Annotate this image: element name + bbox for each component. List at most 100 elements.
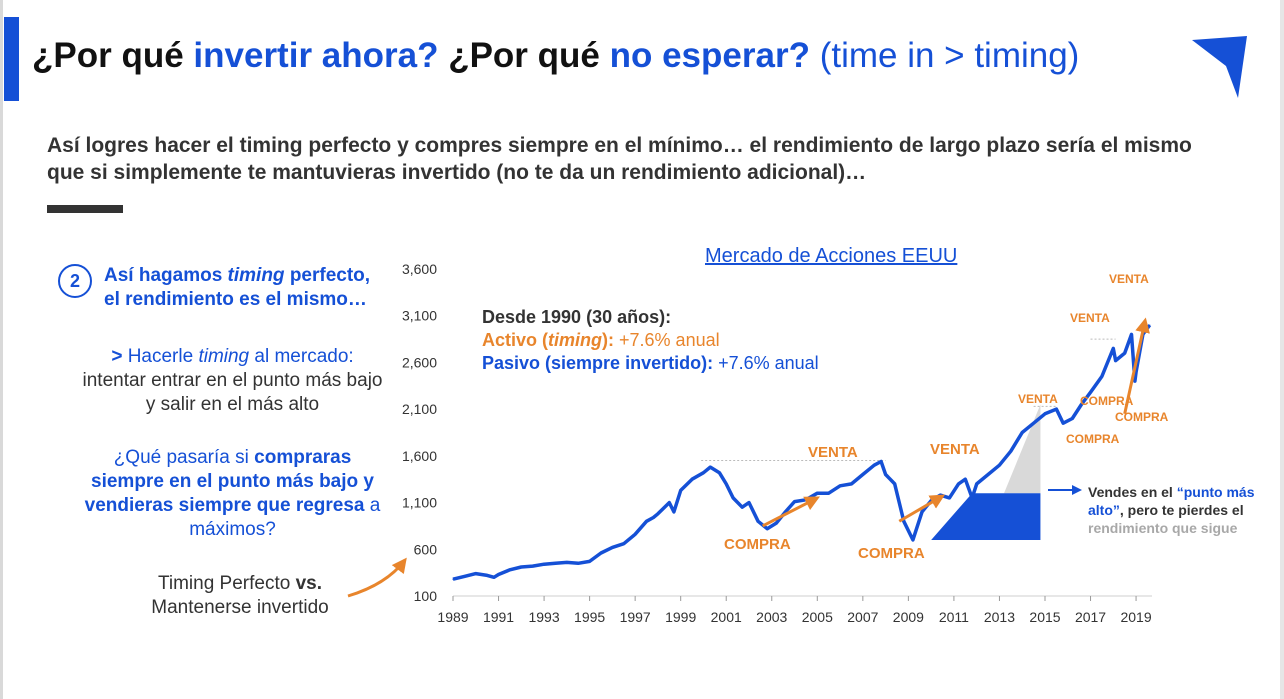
note-text-a: Vendes en el (1088, 484, 1177, 500)
data-point (741, 506, 743, 508)
x-tick-label: 1995 (574, 609, 605, 625)
data-point (1089, 391, 1092, 393)
missed-return-area (1004, 404, 1041, 494)
sell-label: VENTA (1109, 272, 1149, 286)
title-text: ¿Por qué (32, 36, 194, 75)
data-point (757, 520, 759, 522)
pointer-arrow-icon (1192, 36, 1247, 98)
data-point (976, 483, 978, 485)
data-point (793, 501, 796, 503)
y-tick-label: 100 (414, 588, 438, 604)
x-tick-label: 1993 (528, 609, 559, 625)
def-text-timing: timing (198, 346, 250, 367)
comparison-curved-arrow (347, 557, 407, 598)
data-point (987, 473, 989, 476)
buy-label: COMPRA (1066, 432, 1120, 446)
active-label-a: Activo ( (482, 330, 549, 350)
side-heading-text-2: perfecto, el rendimiento es el mismo… (104, 265, 371, 310)
data-point (497, 573, 500, 576)
gained-return-area (931, 493, 1041, 540)
active-label-timing: timing (548, 330, 603, 350)
buy-sell-arrow (761, 496, 820, 528)
data-point (611, 546, 613, 549)
data-point (775, 522, 777, 524)
sell-label: VENTA (808, 444, 858, 461)
title-text-2: ¿Por qué (438, 36, 610, 75)
def-text-c: al mercado: (249, 346, 354, 367)
def-text-d: intentar entrar en el punto más bajo y s… (82, 370, 383, 415)
data-point (1044, 413, 1046, 415)
missed-return-note: Vendes en el “punto más alto”, pero te p… (1088, 483, 1258, 537)
data-point (577, 562, 579, 564)
data-point (463, 575, 465, 577)
buy-label: COMPRA (1080, 394, 1134, 408)
data-point (828, 492, 830, 494)
x-tick-label: 2013 (984, 609, 1015, 625)
data-point (645, 520, 648, 522)
data-point (493, 576, 495, 578)
data-point (1010, 450, 1012, 452)
side-heading: Así hagamos timing perfecto, el rendimie… (104, 264, 384, 312)
title-highlight-invest: invertir ahora? (193, 36, 439, 75)
data-point (1055, 408, 1057, 410)
data-point (885, 473, 887, 476)
data-point (880, 460, 882, 463)
data-point (805, 499, 807, 501)
x-tick-label: 1989 (437, 609, 468, 625)
data-point (998, 464, 1001, 466)
data-point (452, 578, 454, 580)
data-point (634, 533, 636, 535)
data-point (566, 561, 568, 563)
data-point (971, 497, 973, 499)
data-point (850, 483, 853, 485)
data-point (903, 520, 905, 522)
data-point (718, 472, 720, 474)
data-point (964, 478, 966, 480)
bullet-arrow: > (111, 346, 128, 367)
data-point (732, 497, 734, 499)
data-point (652, 516, 654, 519)
period-label: Desde 1990 (30 años): (482, 307, 672, 327)
buy-label: COMPRA (1115, 410, 1169, 424)
y-tick-label: 2,600 (402, 354, 437, 370)
data-point (709, 466, 711, 468)
buy-sell-arrow (1123, 317, 1150, 415)
data-point (1033, 422, 1035, 424)
subtitle-underline (47, 205, 123, 213)
buy-label: COMPRA (724, 536, 791, 553)
data-point (921, 511, 923, 513)
data-point (520, 566, 522, 568)
data-point (1071, 417, 1073, 420)
question-text-a: ¿Qué pasaría si (113, 447, 255, 468)
data-point (600, 552, 602, 554)
data-point (873, 464, 875, 466)
buy-label: COMPRA (858, 545, 925, 562)
note-text-gray: rendimiento que sigue (1088, 520, 1238, 536)
data-point (948, 497, 950, 499)
buy-sell-arrow (898, 494, 946, 523)
y-tick-label: 2,100 (402, 401, 437, 417)
data-point (748, 501, 750, 504)
data-point (1080, 403, 1083, 406)
active-return: Activo (timing): +7.6% anual (482, 329, 819, 352)
x-tick-label: 1999 (665, 609, 696, 625)
comparison-text-c: Mantenerse invertido (151, 597, 329, 618)
data-point (657, 513, 659, 515)
data-point (1112, 347, 1114, 350)
frame-right-edge (1280, 0, 1284, 699)
data-point (680, 489, 682, 492)
comparison-label: Timing Perfecto vs. Mantenerse invertido (120, 572, 360, 620)
data-point (623, 543, 625, 545)
active-label-c: ): (602, 330, 615, 350)
data-point (784, 511, 787, 513)
y-tick-label: 1,600 (402, 448, 437, 464)
title-accent-bar (4, 17, 19, 101)
data-point (589, 560, 591, 563)
y-tick-label: 600 (414, 541, 438, 557)
note-text-highlight: “punto más alto” (1088, 484, 1255, 518)
comparison-vs: vs. (295, 573, 323, 594)
x-tick-label: 1991 (483, 609, 514, 625)
question-text-bold: compraras siempre en el punto más bajo y… (84, 447, 374, 516)
data-point (862, 473, 864, 476)
